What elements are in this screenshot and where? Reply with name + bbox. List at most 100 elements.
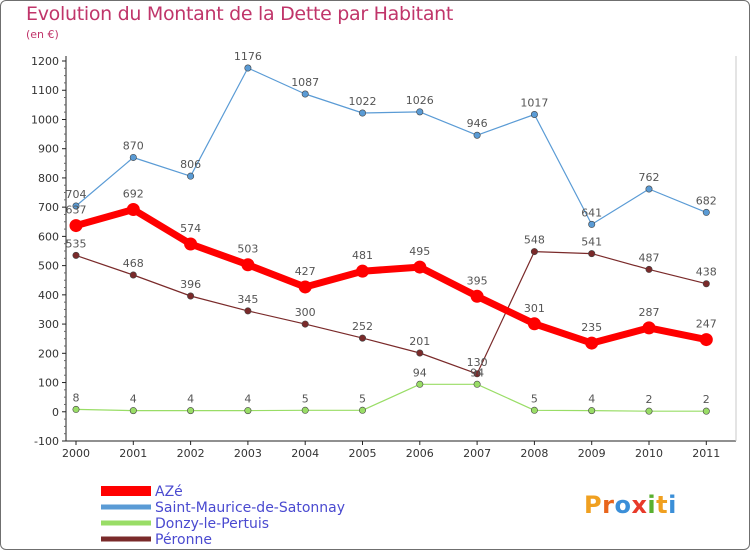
y-tick-label: 1100 [31,84,59,97]
data-point-peronne [645,265,653,273]
y-tick-label: 200 [38,347,59,360]
data-point-saint-maurice-de-satonnay [129,153,137,161]
data-point-aze [470,289,484,303]
x-tick-label: 2004 [291,447,319,460]
data-label-peronne: 487 [639,251,660,264]
y-tick-label: 300 [38,318,59,331]
data-point-donzy-le-pertuis [702,407,710,415]
logo-letter: r [602,491,615,519]
data-label-peronne: 548 [524,234,545,247]
logo-letter: i [647,491,657,519]
data-label-donzy-le-pertuis: 94 [413,366,427,379]
data-point-peronne [72,251,80,259]
data-point-donzy-le-pertuis [530,406,538,414]
data-point-peronne [702,280,710,288]
data-label-donzy-le-pertuis: 8 [73,391,80,404]
data-label-saint-maurice-de-satonnay: 1022 [349,95,377,108]
y-tick-label: -100 [34,435,59,448]
data-label-saint-maurice-de-satonnay: 806 [180,158,201,171]
data-label-donzy-le-pertuis: 4 [130,393,137,406]
data-point-peronne [129,271,137,279]
x-tick-label: 2000 [62,447,90,460]
data-label-donzy-le-pertuis: 4 [588,393,595,406]
legend-label-saint-maurice-de-satonnay: Saint-Maurice-de-Satonnay [155,500,345,516]
data-point-donzy-le-pertuis [129,407,137,415]
y-tick-label: 800 [38,172,59,185]
x-tick-label: 2009 [578,447,606,460]
data-label-peronne: 535 [66,237,87,250]
data-point-peronne [187,292,195,300]
data-label-aze: 301 [524,302,545,315]
data-label-aze: 235 [581,321,602,334]
y-tick-label: 1200 [31,55,59,68]
chart-title: Evolution du Montant de la Dette par Hab… [26,3,454,25]
data-point-saint-maurice-de-satonnay [702,208,710,216]
y-tick-label: 900 [38,143,59,156]
data-point-saint-maurice-de-satonnay [244,64,252,72]
data-point-peronne [301,320,309,328]
data-point-saint-maurice-de-satonnay [645,185,653,193]
data-point-donzy-le-pertuis [416,380,424,388]
data-label-donzy-le-pertuis: 5 [359,392,366,405]
data-point-aze [642,321,656,335]
data-point-peronne [416,349,424,357]
legend-label-aze: AZé [155,484,183,500]
data-label-aze: 495 [409,245,430,258]
logo-letter: x [631,491,648,519]
y-tick-label: 1000 [31,113,59,126]
legend-swatch-aze [101,486,151,496]
data-point-saint-maurice-de-satonnay [416,108,424,116]
data-point-aze [241,258,255,272]
series-line-donzy-le-pertuis [75,383,707,412]
x-tick-label: 2011 [692,447,720,460]
data-label-aze: 427 [295,265,316,278]
data-point-aze [184,237,198,251]
data-point-donzy-le-pertuis [244,407,252,415]
logo-letter: o [614,491,632,519]
data-point-saint-maurice-de-satonnay [301,90,309,98]
x-tick-label: 2010 [635,447,663,460]
data-label-donzy-le-pertuis: 2 [646,393,653,406]
data-point-peronne [473,370,481,378]
data-label-saint-maurice-de-satonnay: 1087 [291,76,319,89]
data-label-donzy-le-pertuis: 4 [244,393,251,406]
data-label-donzy-le-pertuis: 5 [302,392,309,405]
data-point-donzy-le-pertuis [187,407,195,415]
data-point-peronne [244,307,252,315]
legend-label-peronne: Péronne [155,532,212,548]
data-point-aze [356,264,369,278]
x-tick-label: 2002 [177,447,205,460]
data-point-donzy-le-pertuis [645,407,653,415]
data-point-saint-maurice-de-satonnay [588,220,596,228]
data-label-aze: 481 [352,249,373,262]
data-point-peronne [530,248,538,256]
data-label-peronne: 438 [696,266,717,279]
data-label-saint-maurice-de-satonnay: 704 [66,188,87,201]
logo-letter: i [668,491,677,519]
data-point-aze [413,260,427,274]
y-tick-label: 400 [38,289,59,302]
data-label-donzy-le-pertuis: 2 [703,393,710,406]
data-point-aze [699,333,713,347]
chart-unit: (en €) [26,28,59,41]
data-label-peronne: 252 [352,320,373,333]
data-point-saint-maurice-de-satonnay [473,131,481,139]
data-label-saint-maurice-de-satonnay: 762 [639,171,660,184]
data-label-donzy-le-pertuis: 4 [187,393,194,406]
data-point-aze [585,336,599,350]
y-tick-label: 100 [38,377,59,390]
data-point-aze [69,219,83,233]
data-label-aze: 637 [66,204,87,217]
data-label-peronne: 345 [237,293,258,306]
data-point-saint-maurice-de-satonnay [530,110,538,118]
series-line-aze [72,206,710,347]
data-label-aze: 692 [123,187,144,200]
data-label-saint-maurice-de-satonnay: 946 [467,117,488,130]
x-tick-label: 2008 [520,447,548,460]
data-label-peronne: 468 [123,257,144,270]
data-label-aze: 574 [180,222,201,235]
series-line-peronne [75,251,707,375]
data-label-saint-maurice-de-satonnay: 1026 [406,94,434,107]
data-point-aze [527,317,541,331]
